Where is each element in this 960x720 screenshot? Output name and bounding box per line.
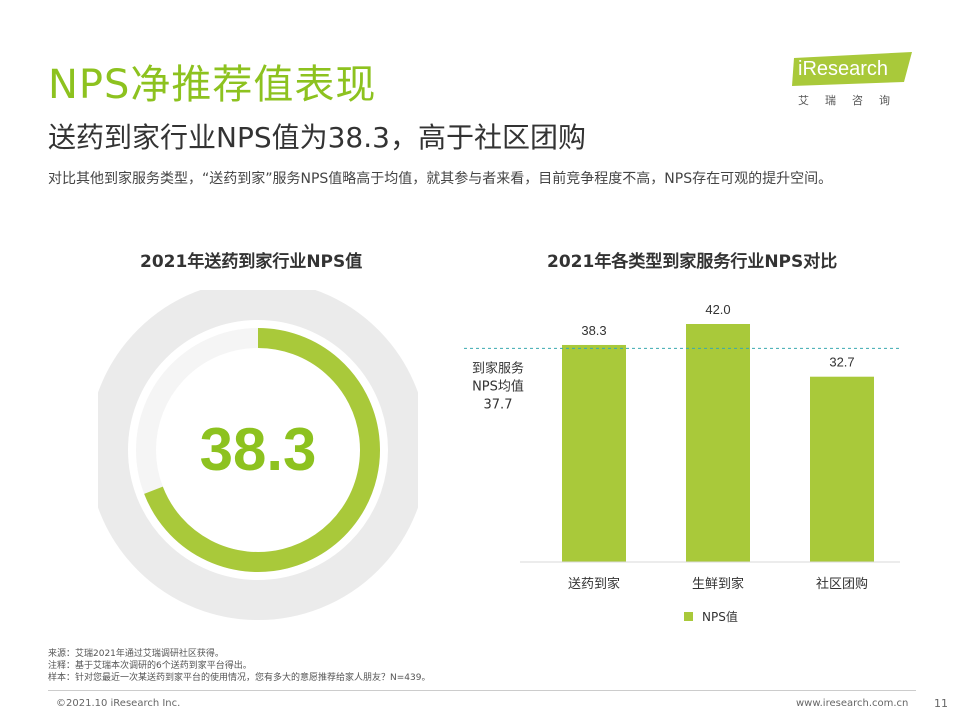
website-link[interactable]: www.iresearch.com.cn bbox=[796, 698, 909, 709]
category-tick-label: 送药到家 bbox=[568, 576, 620, 592]
logo-sub-text: 艾瑞咨询 bbox=[798, 94, 906, 107]
bar-value-label: 32.7 bbox=[829, 355, 854, 370]
iresearch-logo-icon bbox=[792, 52, 912, 86]
nps-bar-chart: 38.3 送药到家 42.0 生鲜到家 32.7 社区团购 到家服务 NPS均值 37.7 N… bbox=[464, 302, 902, 624]
page-number: 11 bbox=[934, 697, 948, 710]
average-reference-label: 到家服务 NPS均值 37.7 bbox=[472, 360, 524, 412]
bar-2 bbox=[686, 324, 750, 562]
page-description: 对比其他到家服务类型，“送药到家”服务NPS值略高于均值，就其参与者来看，目前竞… bbox=[48, 171, 833, 187]
footer-note-comment: 注释：基于艾瑞本次调研的6个送药到家平台得出。 bbox=[48, 661, 252, 671]
footer-notes: 来源：艾瑞2021年通过艾瑞调研社区获得。 注释：基于艾瑞本次调研的6个送药到家… bbox=[48, 648, 430, 684]
legend-label: NPS值 bbox=[702, 609, 738, 624]
page-subtitle: 送药到家行业NPS值为38.3，高于社区团购 bbox=[48, 121, 586, 154]
gauge-chart-title: 2021年送药到家行业NPS值 bbox=[140, 252, 363, 272]
nps-gauge-chart: 38.3 bbox=[98, 290, 418, 620]
bar-1 bbox=[562, 344, 626, 562]
category-tick-label: 生鲜到家 bbox=[692, 576, 744, 592]
copyright-text: ©2021.10 iResearch Inc. bbox=[56, 698, 181, 709]
bar-value-label: 38.3 bbox=[581, 323, 606, 338]
footer-divider bbox=[48, 690, 916, 691]
footer-note-sample: 样本：针对您最近一次某送药到家平台的使用情况，您有多大的意愿推荐给家人朋友？N=… bbox=[48, 673, 431, 683]
gauge-outer-track bbox=[98, 290, 418, 620]
logo-brand-text: iResearch bbox=[798, 58, 889, 80]
bar-3 bbox=[810, 376, 874, 562]
gauge-value-arc bbox=[144, 328, 380, 572]
page-title: NPS净推荐值表现 bbox=[48, 62, 377, 108]
gauge-value-label: 38.3 bbox=[200, 416, 317, 483]
legend-swatch bbox=[684, 612, 693, 621]
footer-note-source: 来源：艾瑞2021年通过艾瑞调研社区获得。 bbox=[48, 649, 224, 659]
bar-value-label: 42.0 bbox=[705, 302, 730, 317]
bar-chart-title: 2021年各类型到家服务行业NPS对比 bbox=[547, 252, 838, 272]
category-tick-label: 社区团购 bbox=[816, 576, 868, 592]
